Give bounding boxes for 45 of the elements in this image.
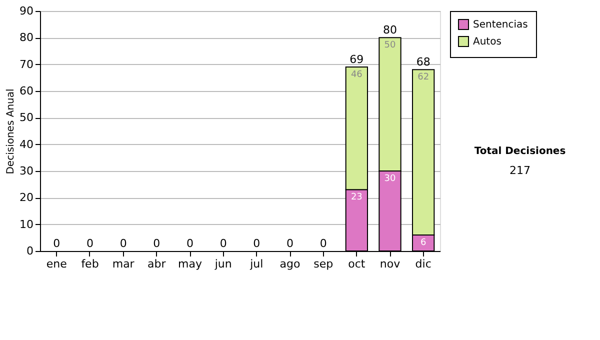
legend-label: Sentencias [473, 20, 528, 30]
y-tick-label: 90 [20, 4, 34, 18]
legend-label: Autos [473, 36, 502, 48]
data-label: 46 [350, 70, 363, 80]
data-label: 30 [384, 174, 396, 184]
x-tick-label: feb [81, 258, 99, 270]
y-tick-label: 0 [26, 244, 34, 258]
total-label: 0 [286, 237, 294, 250]
data-label: 6 [420, 238, 426, 248]
total-label: 68 [416, 56, 430, 69]
data-label: 50 [384, 40, 396, 51]
y-tick-label: 60 [20, 84, 34, 98]
total-label: 0 [53, 237, 60, 250]
y-axis-title: Decisiones Anual [6, 88, 17, 174]
x-tick-label: ene [46, 258, 68, 270]
y-tick-label: 40 [20, 138, 34, 151]
x-tick-label: oct [348, 258, 366, 270]
total-label: 0 [86, 237, 94, 250]
x-tick-label: ago [280, 258, 300, 270]
total-label: 0 [186, 237, 194, 250]
total-label: 0 [220, 237, 227, 250]
total-label: 0 [120, 237, 127, 250]
x-tick-label: may [178, 258, 202, 270]
total-label: 0 [153, 237, 160, 250]
total-label: 0 [253, 237, 260, 250]
x-tick-label: jul [249, 258, 264, 270]
x-tick-label: abr [148, 258, 166, 270]
y-tick-label: 80 [20, 31, 34, 44]
y-tick-label: 50 [20, 111, 34, 124]
total-label: 80 [383, 24, 397, 37]
text: 217 [510, 164, 530, 177]
data-label: 62 [418, 72, 430, 83]
x-tick-label: sep [314, 258, 334, 270]
total-label: 69 [350, 53, 364, 66]
x-tick-label: dic [415, 258, 432, 270]
x-tick-label: jun [214, 258, 232, 270]
x-tick-label: nov [380, 258, 401, 270]
y-tick-label: 10 [20, 218, 34, 231]
text: Total Decisiones [474, 146, 566, 157]
x-tick-label: mar [112, 258, 135, 270]
y-tick-label: 30 [20, 164, 34, 178]
data-label: 23 [350, 192, 362, 203]
y-tick-label: 20 [20, 191, 34, 204]
total-label: 0 [320, 237, 327, 250]
y-tick-label: 70 [20, 58, 34, 71]
